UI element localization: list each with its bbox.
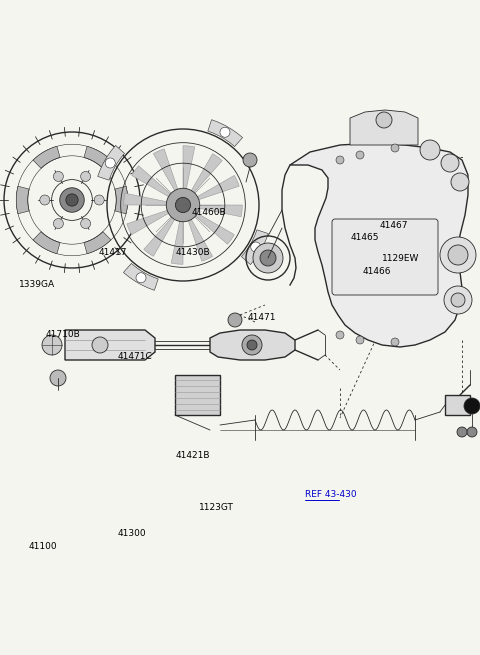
Circle shape: [253, 243, 283, 273]
Polygon shape: [97, 145, 124, 180]
Circle shape: [336, 156, 344, 164]
Text: 41460B: 41460B: [192, 208, 227, 217]
Text: 1129EW: 1129EW: [382, 254, 419, 263]
Polygon shape: [350, 110, 418, 145]
Circle shape: [81, 172, 91, 181]
Polygon shape: [290, 143, 468, 347]
Circle shape: [94, 195, 104, 205]
Circle shape: [105, 158, 115, 168]
Text: 41710B: 41710B: [46, 329, 80, 339]
Circle shape: [260, 250, 276, 266]
Text: 41466: 41466: [362, 267, 391, 276]
Circle shape: [175, 197, 191, 213]
Polygon shape: [115, 186, 128, 214]
Text: 1339GA: 1339GA: [19, 280, 55, 290]
Circle shape: [467, 427, 477, 437]
Polygon shape: [183, 205, 234, 244]
Polygon shape: [124, 193, 183, 205]
Circle shape: [53, 172, 63, 181]
Circle shape: [440, 237, 476, 273]
Polygon shape: [210, 330, 295, 360]
Text: 41421B: 41421B: [175, 451, 210, 460]
Polygon shape: [65, 330, 155, 360]
Circle shape: [451, 173, 469, 191]
Polygon shape: [33, 146, 60, 168]
Circle shape: [356, 336, 364, 344]
Text: 41471C: 41471C: [118, 352, 152, 362]
Circle shape: [391, 144, 399, 152]
Circle shape: [356, 151, 364, 159]
Circle shape: [444, 286, 472, 314]
Circle shape: [247, 340, 257, 350]
Circle shape: [40, 195, 50, 205]
Circle shape: [92, 337, 108, 353]
Circle shape: [336, 331, 344, 339]
Text: 41430B: 41430B: [175, 248, 210, 257]
Circle shape: [42, 335, 62, 355]
Circle shape: [81, 219, 91, 229]
Text: 41100: 41100: [29, 542, 58, 552]
Text: 1123GT: 1123GT: [199, 503, 234, 512]
Polygon shape: [183, 154, 222, 205]
Circle shape: [220, 127, 230, 138]
Polygon shape: [183, 145, 195, 205]
Circle shape: [451, 293, 465, 307]
Circle shape: [457, 427, 467, 437]
Circle shape: [464, 398, 480, 414]
Polygon shape: [127, 205, 183, 234]
Polygon shape: [183, 205, 213, 261]
Polygon shape: [171, 205, 183, 264]
FancyBboxPatch shape: [332, 219, 438, 295]
Circle shape: [166, 188, 200, 222]
Polygon shape: [241, 230, 268, 265]
Text: 41300: 41300: [118, 529, 146, 538]
Circle shape: [420, 140, 440, 160]
Text: 41417: 41417: [98, 248, 127, 257]
Polygon shape: [183, 176, 239, 205]
Polygon shape: [183, 205, 242, 217]
Circle shape: [228, 313, 242, 327]
Polygon shape: [144, 205, 183, 256]
Circle shape: [66, 194, 78, 206]
Text: REF 43-430: REF 43-430: [305, 490, 357, 499]
Polygon shape: [16, 186, 29, 214]
Circle shape: [243, 153, 257, 167]
Polygon shape: [445, 395, 470, 415]
Text: 41467: 41467: [379, 221, 408, 231]
Polygon shape: [208, 120, 242, 147]
Polygon shape: [175, 375, 220, 415]
Polygon shape: [132, 166, 183, 205]
Circle shape: [60, 188, 84, 212]
Polygon shape: [84, 146, 111, 168]
Circle shape: [448, 245, 468, 265]
Circle shape: [391, 338, 399, 346]
Circle shape: [136, 272, 146, 283]
Polygon shape: [84, 232, 111, 253]
Circle shape: [441, 154, 459, 172]
Polygon shape: [153, 149, 183, 205]
Text: 41471: 41471: [247, 313, 276, 322]
Circle shape: [242, 335, 262, 355]
Circle shape: [376, 112, 392, 128]
Text: 41465: 41465: [350, 233, 379, 242]
Circle shape: [53, 219, 63, 229]
Polygon shape: [33, 232, 60, 253]
Polygon shape: [123, 263, 158, 290]
Circle shape: [251, 242, 261, 252]
Circle shape: [50, 370, 66, 386]
